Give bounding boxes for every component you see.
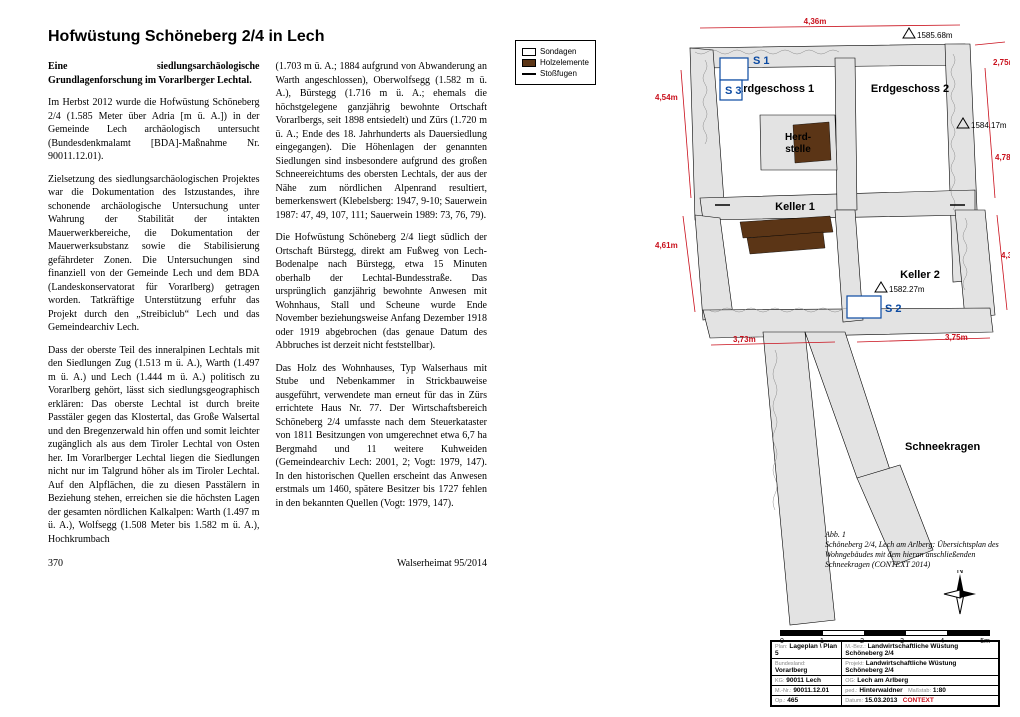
svg-text:4,54m: 4,54m (655, 93, 678, 102)
svg-text:1584.17m: 1584.17m (971, 121, 1007, 130)
svg-text:S 1: S 1 (753, 55, 770, 67)
caption-head: Abb. 1 (825, 530, 1000, 540)
title-block: Plan: Lageplan \ Plan 5M.-Bez.: Landwirt… (770, 640, 1000, 707)
journal-ref: Walserheimat 95/2014 (397, 558, 487, 569)
para-3: Dass der oberste Teil des inneralpinen L… (48, 344, 260, 547)
body-columns: Eine siedlungsarchäologische Grundlagenf… (48, 60, 487, 546)
schneekragen (763, 332, 933, 625)
svg-text:2,75m: 2,75m (993, 58, 1010, 67)
footer: 370 Walserheimat 95/2014 (48, 558, 487, 569)
svg-text:1582.27m: 1582.27m (889, 285, 925, 294)
svg-text:4,61m: 4,61m (655, 241, 678, 250)
svg-text:4,35m: 4,35m (1001, 251, 1010, 260)
page-number: 370 (48, 558, 63, 569)
svg-text:4,36m: 4,36m (804, 17, 827, 26)
figure: Sondagen Holzelemente Stoßfugen (505, 0, 1020, 717)
svg-text:3,73m: 3,73m (733, 335, 756, 344)
lead-paragraph: Eine siedlungsarchäologische Grundlagenf… (48, 60, 260, 87)
svg-text:S 2: S 2 (885, 303, 902, 315)
para-2: Zielsetzung des siedlungsarchäologischen… (48, 173, 260, 335)
page: Hofwüstung Schöneberg 2/4 in Lech Eine s… (0, 0, 1020, 717)
para-6: Das Holz des Wohnhauses, Typ Walserhaus … (276, 362, 488, 511)
svg-text:1585.68m: 1585.68m (917, 31, 953, 40)
svg-text:Schneekragen: Schneekragen (905, 441, 980, 453)
svg-text:Keller 1: Keller 1 (775, 201, 815, 213)
caption-body: Schöneberg 2/4, Lech am Arlberg: Übersic… (825, 540, 1000, 570)
svg-text:4,78m: 4,78m (995, 153, 1010, 162)
svg-text:Erdgeschoss 1: Erdgeschoss 1 (736, 83, 814, 95)
para-1: Im Herbst 2012 wurde die Hofwüstung Schö… (48, 96, 260, 164)
svg-text:S 3: S 3 (725, 85, 742, 97)
para-4: (1.703 m ü. A.; 1884 aufgrund von Abwand… (276, 60, 488, 222)
figure-caption: Abb. 1 Schöneberg 2/4, Lech am Arlberg: … (825, 530, 1000, 570)
svg-text:Erdgeschoss 2: Erdgeschoss 2 (871, 83, 949, 95)
svg-text:N: N (957, 570, 964, 575)
page-title: Hofwüstung Schöneberg 2/4 in Lech (48, 28, 487, 46)
text-column: Hofwüstung Schöneberg 2/4 in Lech Eine s… (0, 0, 505, 717)
para-5: Die Hofwüstung Schöneberg 2/4 liegt südl… (276, 231, 488, 353)
svg-text:Herd-: Herd- (785, 132, 811, 143)
compass-icon: N (940, 570, 980, 620)
svg-text:3,75m: 3,75m (945, 333, 968, 342)
svg-text:Keller 2: Keller 2 (900, 269, 940, 281)
svg-text:stelle: stelle (785, 144, 811, 155)
